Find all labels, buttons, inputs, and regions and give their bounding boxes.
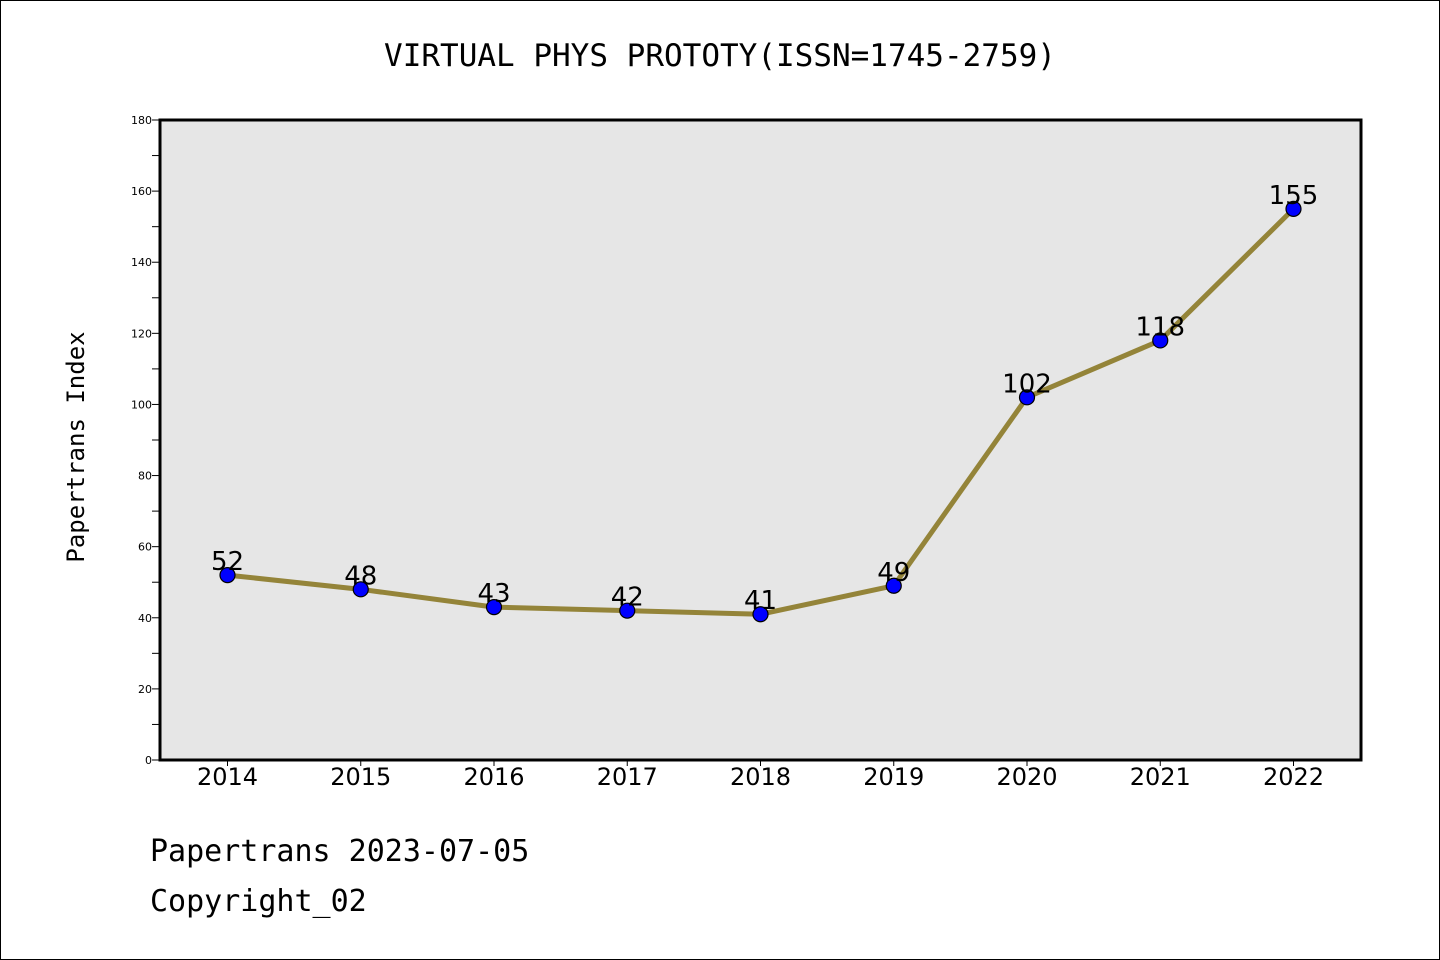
plot-area [158, 118, 1363, 762]
x-tick-label: 2021 [1130, 763, 1191, 791]
data-point [1285, 200, 1302, 217]
y-tick-label: 20 [138, 683, 152, 696]
x-tick-label: 2017 [597, 763, 658, 791]
y-axis: 0 20 40 60 80 100 120 140 160 180 [131, 114, 160, 767]
data-point [485, 599, 503, 616]
x-tick-label: 2015 [330, 763, 391, 791]
x-tick-label: 2019 [863, 763, 924, 791]
y-tick-label: 140 [131, 256, 152, 269]
data-point [1018, 389, 1036, 406]
data-label: 42 [611, 583, 644, 613]
data-label: 118 [1135, 312, 1185, 342]
data-label: 155 [1269, 181, 1319, 211]
y-tick-label: 180 [131, 114, 152, 127]
y-tick-label: 160 [131, 185, 152, 198]
data-label: 102 [1002, 369, 1052, 399]
x-tick-label: 2020 [996, 763, 1057, 791]
series-layer: 52 48 43 42 41 49 102 118 155 [211, 181, 1319, 623]
y-tick-label: 120 [131, 327, 152, 340]
y-tick-label: 60 [138, 541, 152, 554]
chart-title: VIRTUAL PHYS PROTOTY(ISSN=1745-2759) [384, 38, 1056, 74]
data-label: 52 [211, 547, 244, 577]
x-tick-label: 2014 [197, 763, 258, 791]
x-tick-label: 2022 [1263, 763, 1324, 791]
y-tick-label: 80 [138, 470, 152, 483]
y-tick-label: 100 [131, 398, 152, 411]
y-tick-label: 0 [145, 754, 152, 767]
data-label: 43 [477, 579, 510, 609]
x-axis: 2014 2015 2016 2017 2018 2019 2020 2021 2022 [197, 760, 1324, 791]
data-point [619, 602, 636, 619]
data-point [885, 577, 902, 594]
data-point [352, 581, 369, 598]
footer-copyright: Copyright_02 [150, 884, 367, 919]
y-tick-label: 40 [138, 612, 152, 625]
data-point [1152, 332, 1169, 349]
x-tick-label: 2016 [463, 763, 524, 791]
data-point [219, 567, 236, 584]
data-point [752, 606, 769, 623]
footer-date: Papertrans 2023-07-05 [150, 834, 530, 869]
data-label: 49 [877, 558, 910, 588]
x-tick-label: 2018 [730, 763, 791, 791]
data-label: 41 [744, 586, 777, 616]
y-axis-label: Papertrans Index [62, 331, 90, 562]
data-label: 48 [344, 561, 377, 591]
